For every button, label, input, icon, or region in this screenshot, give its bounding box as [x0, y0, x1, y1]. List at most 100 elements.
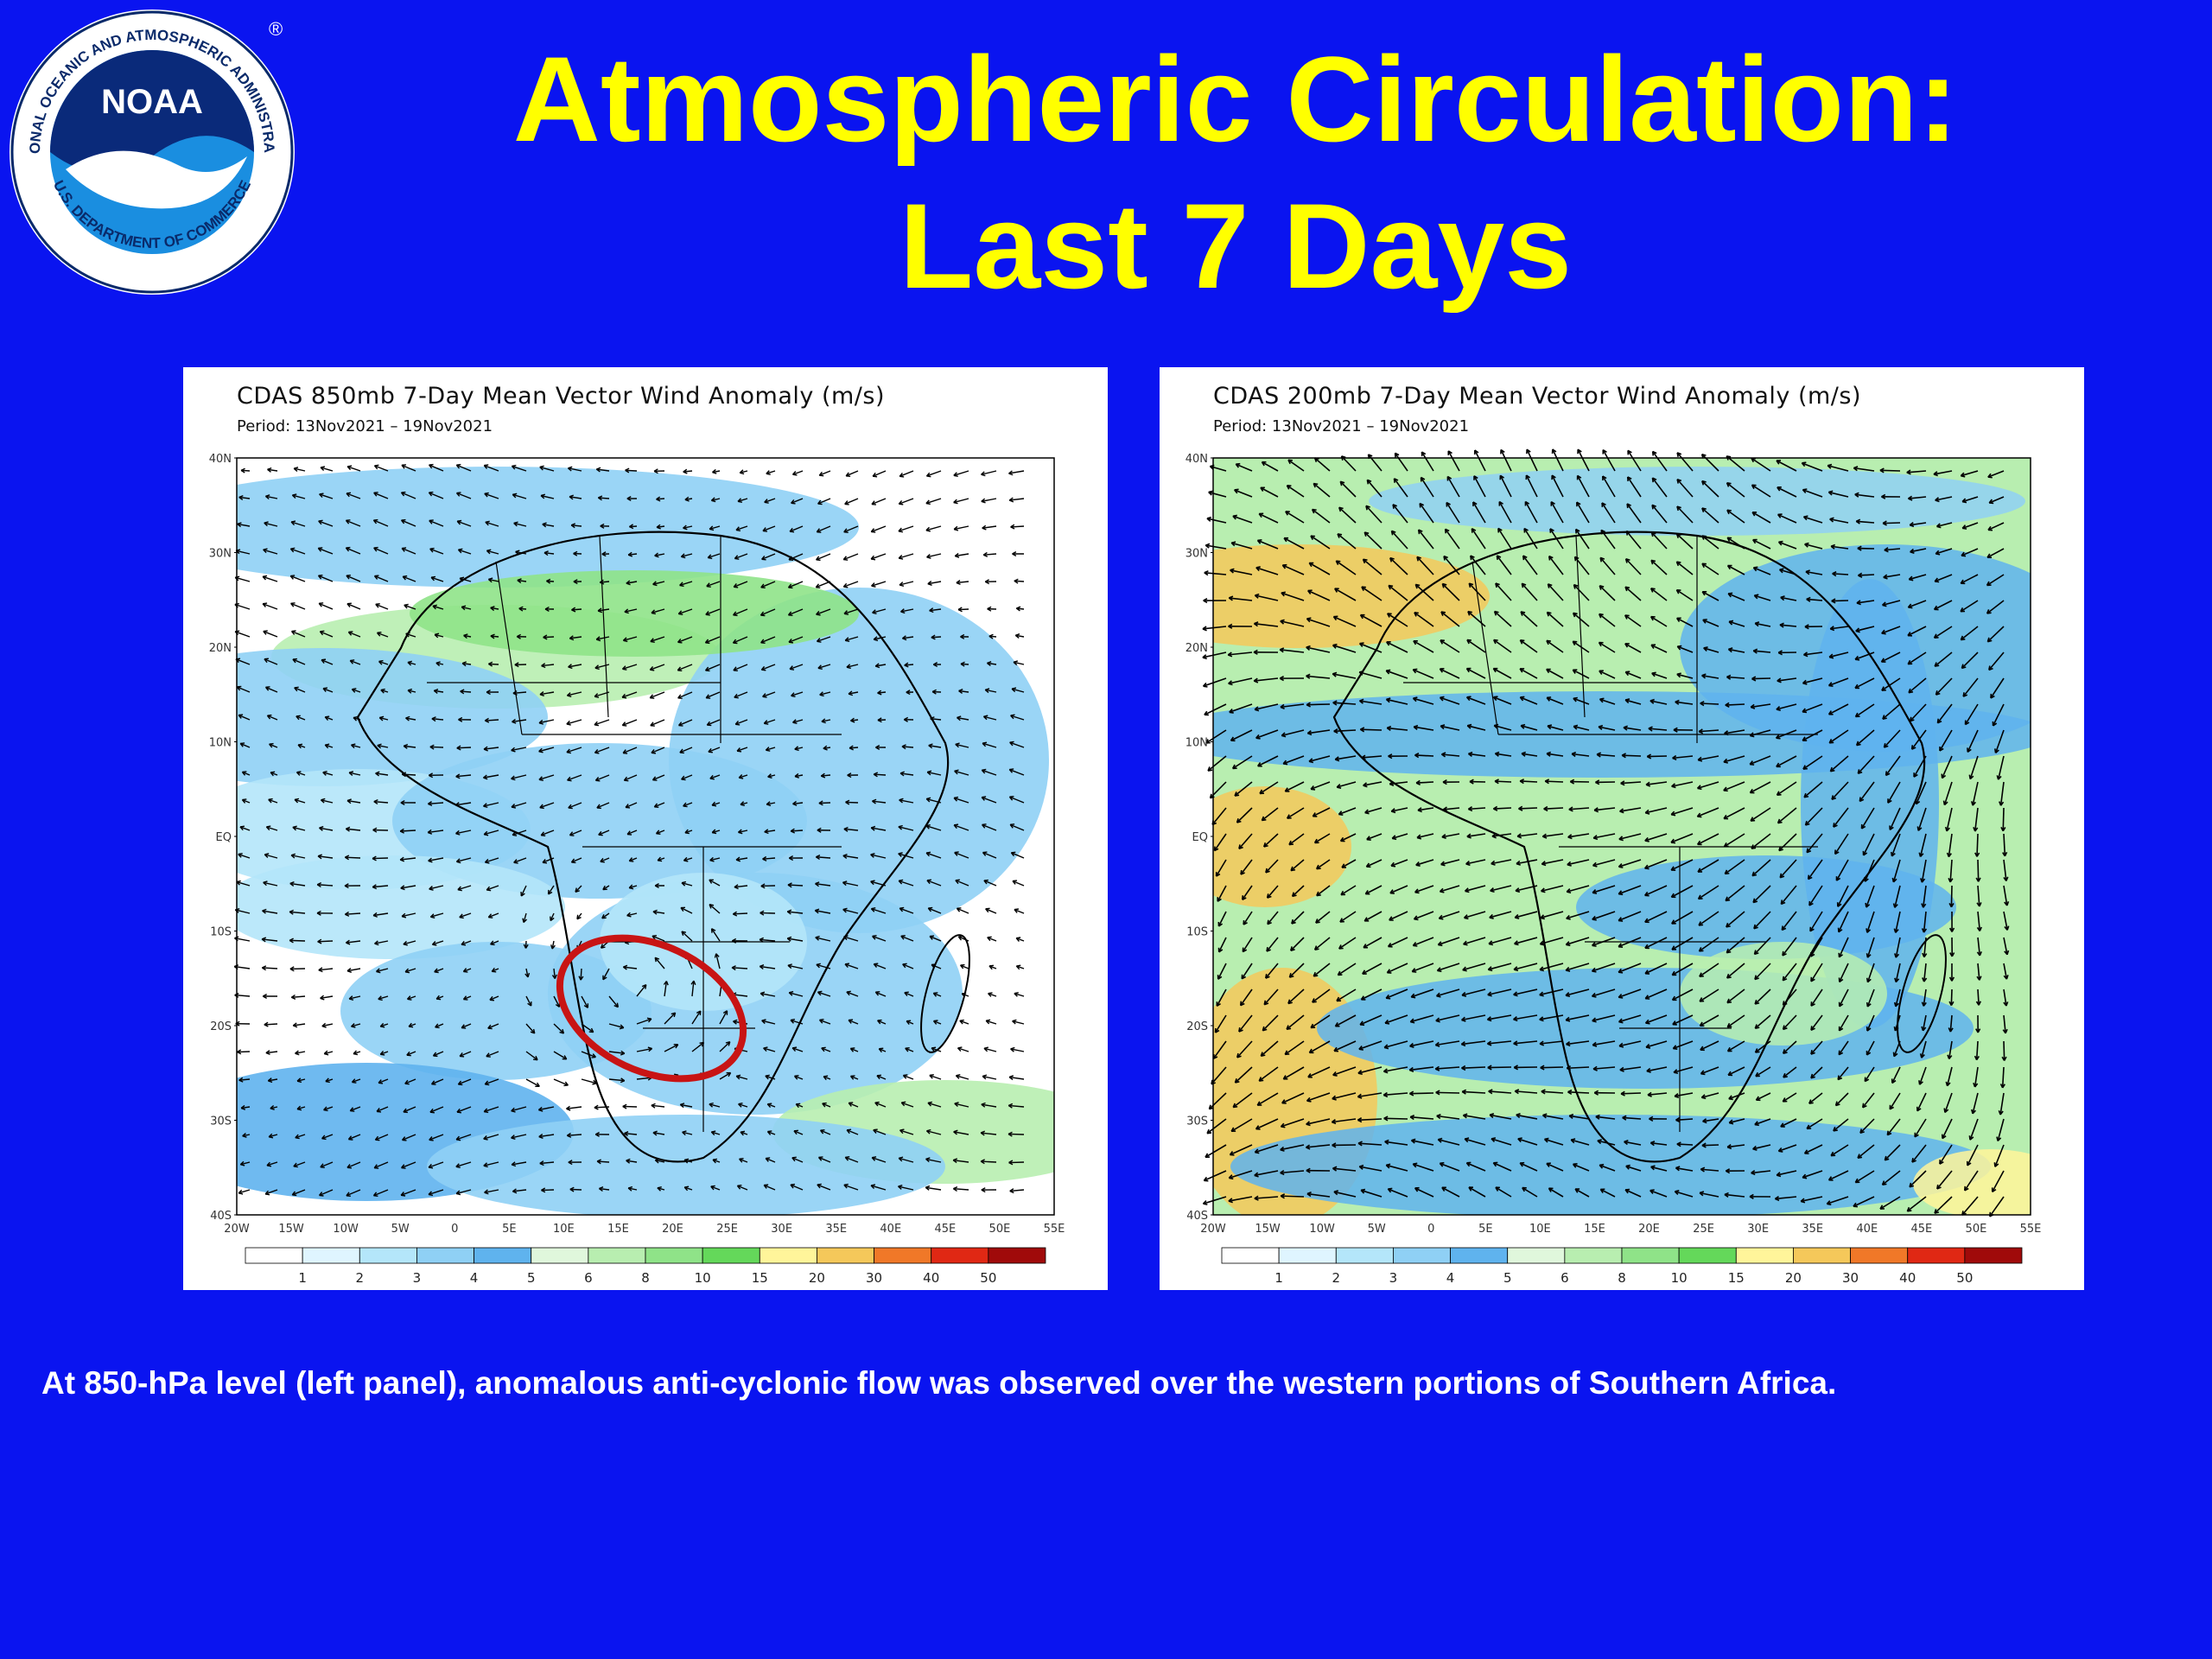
slide-caption: At 850-hPa level (left panel), anomalous…: [41, 1365, 1837, 1401]
colorbar-label: 8: [1618, 1270, 1626, 1286]
colorbar-label: 10: [695, 1270, 711, 1286]
panel-200mb: 40N 30N 20N 10N EQ 10S 20S 30S 40S 20W 15W 10W 5W 0 5E…: [1160, 367, 2084, 1290]
colorbar-label: 3: [1389, 1270, 1398, 1286]
colorbar-swatch: [302, 1247, 360, 1264]
lon-tick-label: 45E: [1910, 1223, 1932, 1236]
lon-tick-label: 5E: [502, 1223, 517, 1236]
lon-tick-label: 30E: [771, 1223, 792, 1236]
lon-tick-label: 55E: [1044, 1223, 1065, 1236]
colorbar-swatch: [931, 1247, 989, 1264]
colorbar-swatch: [359, 1247, 417, 1264]
lon-tick-label: 35E: [825, 1223, 847, 1236]
colorbar-label: 2: [356, 1270, 365, 1286]
title-line-2: Last 7 Days: [899, 178, 1573, 314]
colorbar-swatch: [759, 1247, 817, 1264]
lon-tick-label: 20E: [1638, 1223, 1660, 1236]
colorbar-swatch: [1964, 1247, 2023, 1264]
lat-tick-label: 30S: [210, 1116, 232, 1128]
lon-tick-label: 10W: [333, 1223, 359, 1236]
wind-vectors: [233, 463, 1025, 1197]
colorbar-swatch: [245, 1247, 303, 1264]
colorbar-label: 5: [1503, 1270, 1512, 1286]
lon-tick-label: 20E: [662, 1223, 683, 1236]
lon-tick-label: 15W: [1255, 1223, 1281, 1236]
lat-tick-label: EQ: [1192, 831, 1208, 844]
country-borders: [427, 535, 842, 1132]
lat-tick-label: 20S: [210, 1020, 232, 1033]
registered-mark: ®: [269, 18, 283, 40]
lat-tick-label: 40S: [210, 1210, 232, 1223]
lon-tick-label: 55E: [2020, 1223, 2042, 1236]
lon-tick-label: 45E: [934, 1223, 956, 1236]
lon-tick-label: 10W: [1309, 1223, 1335, 1236]
lon-tick-label: 40E: [880, 1223, 901, 1236]
lon-tick-label: 5E: [1478, 1223, 1493, 1236]
lon-tick-label: 20W: [1200, 1223, 1226, 1236]
lat-tick-label: 20S: [1186, 1020, 1208, 1033]
colorbar-swatch: [1221, 1247, 1280, 1264]
colorbar-swatch: [874, 1247, 932, 1264]
lat-tick-label: 30N: [1185, 548, 1208, 561]
colorbar-swatch: [1621, 1247, 1680, 1264]
lon-tick-label: 25E: [716, 1223, 738, 1236]
lon-tick-label: 5W: [391, 1223, 410, 1236]
colorbar-swatch: [817, 1247, 874, 1264]
lat-tick-label: 40S: [1186, 1210, 1208, 1223]
lat-tick-label: 20N: [1185, 642, 1208, 655]
colorbar-swatch: [1335, 1247, 1394, 1264]
lon-tick-label: 0: [1427, 1223, 1434, 1236]
lon-tick-label: 15E: [607, 1223, 629, 1236]
colorbar-swatch: [416, 1247, 474, 1264]
slide-title: Atmospheric Circulation: Last 7 Days: [311, 26, 2160, 320]
colorbar-swatch: [1793, 1247, 1851, 1264]
panel-850mb: 40N 30N 20N 10N EQ 10S 20S 30S 40S 20W 15W 10W 5W 0 5E…: [183, 367, 1108, 1290]
colorbar-label: 15: [752, 1270, 768, 1286]
lon-tick-label: 50E: [1966, 1223, 1987, 1236]
colorbar-swatch: [588, 1247, 646, 1264]
colorbar-swatch: [1907, 1247, 1966, 1264]
colorbar-swatch: [1393, 1247, 1451, 1264]
colorbar-label: 20: [1785, 1270, 1802, 1286]
lon-tick-label: 15W: [278, 1223, 304, 1236]
lon-tick-label: 35E: [1802, 1223, 1823, 1236]
panel-period: Period: 13Nov2021 – 19Nov2021: [1213, 417, 1470, 435]
colorbar-label: 6: [1560, 1270, 1569, 1286]
lat-tick-label: 10N: [209, 737, 232, 750]
colorbar-label: 40: [1899, 1270, 1916, 1286]
colorbar-label: 6: [584, 1270, 593, 1286]
lon-tick-label: 50E: [989, 1223, 1011, 1236]
colorbar-label: 20: [809, 1270, 825, 1286]
colorbar-label: 30: [1842, 1270, 1859, 1286]
lat-tick-label: 20N: [209, 642, 232, 655]
colorbar-swatch: [988, 1247, 1046, 1264]
lon-tick-label: 0: [451, 1223, 458, 1236]
lat-tick-label: 10S: [210, 926, 232, 939]
colorbar: 1 2 3 4 5 6 8 10 15 20 30 40 50: [1221, 1247, 2023, 1286]
colorbar-label: 1: [1274, 1270, 1283, 1286]
colorbar: 1 2 3 4 5 6 8 10 15 20 30 40 50: [245, 1247, 1046, 1286]
panel-period: Period: 13Nov2021 – 19Nov2021: [237, 417, 493, 435]
colorbar-label: 50: [980, 1270, 996, 1286]
colorbar-label: 5: [527, 1270, 536, 1286]
lat-tick-label: 10S: [1186, 926, 1208, 939]
logo-wordmark: NOAA: [101, 83, 203, 121]
madagascar-outline: [1897, 934, 1947, 1053]
colorbar-swatch: [702, 1247, 760, 1264]
colorbar-label: 50: [1956, 1270, 1973, 1286]
lat-tick-label: EQ: [216, 831, 232, 844]
colorbar-swatch: [1278, 1247, 1337, 1264]
lon-tick-label: 25E: [1693, 1223, 1714, 1236]
colorbar-label: 4: [1446, 1270, 1455, 1286]
colorbar-swatch: [1850, 1247, 1909, 1264]
colorbar-swatch: [1564, 1247, 1623, 1264]
lat-tick-label: 40N: [209, 453, 232, 466]
colorbar-label: 8: [641, 1270, 650, 1286]
colorbar-label: 15: [1728, 1270, 1745, 1286]
lat-tick-label: 30S: [1186, 1116, 1208, 1128]
colorbar-label: 1: [298, 1270, 307, 1286]
panel-title: CDAS 200mb 7-Day Mean Vector Wind Anomal…: [1213, 383, 1861, 410]
colorbar-swatch: [1507, 1247, 1566, 1264]
title-line-1: Atmospheric Circulation:: [512, 31, 1959, 167]
